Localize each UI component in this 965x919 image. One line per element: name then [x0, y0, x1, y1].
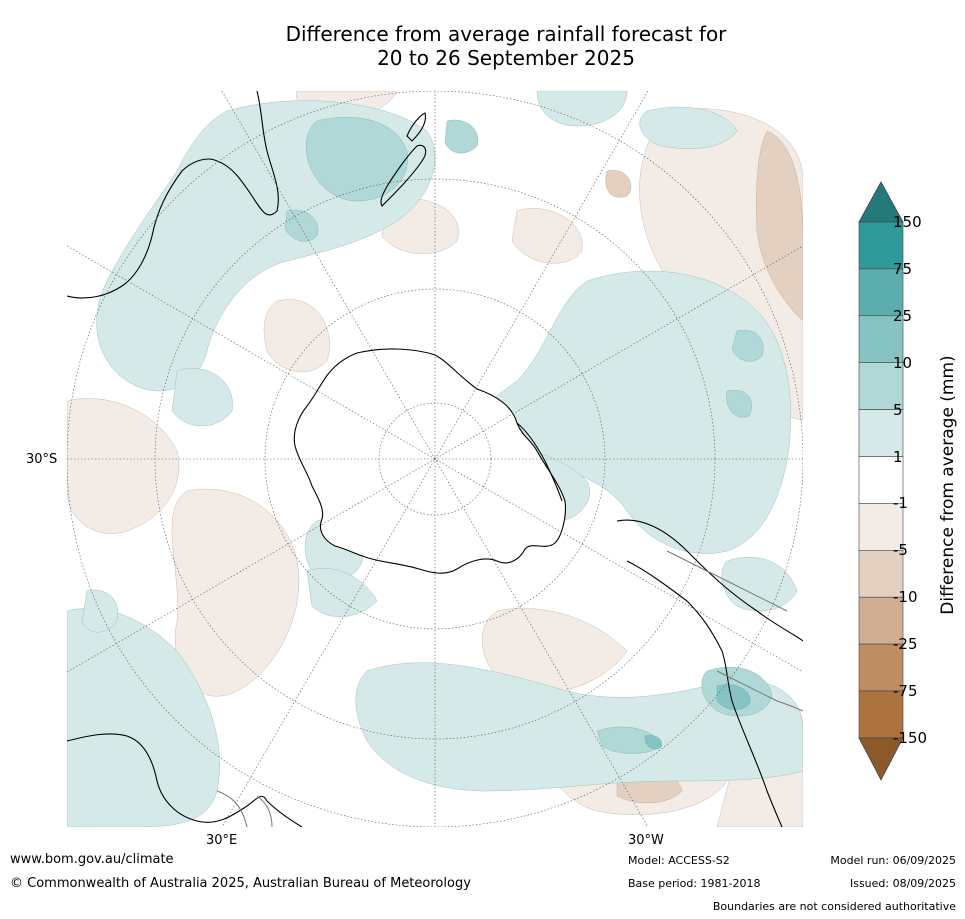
legend-bin — [858, 315, 904, 364]
antarctic-peninsula — [516, 422, 563, 502]
title-line-2: 20 to 26 September 2025 — [377, 46, 635, 70]
lat-label-30s: 30°S — [26, 452, 58, 467]
title-line-1: Difference from average rainfall forecas… — [285, 22, 727, 46]
base-period: Base period: 1981-2018 — [628, 877, 761, 890]
country-borders — [666, 550, 803, 712]
legend-bin — [858, 409, 904, 457]
legend-tick-label: 25 — [893, 306, 913, 325]
legend-bin — [858, 362, 904, 410]
rainfall-map — [67, 91, 803, 827]
legend-arrow-bottom — [858, 737, 904, 781]
legend-tick-label: 150 — [893, 213, 922, 231]
southern-africa-coastline — [67, 733, 303, 827]
legend-bin — [858, 456, 904, 504]
legend-tick-label: -150 — [893, 728, 928, 747]
map-title: Difference from average rainfall forecas… — [0, 22, 965, 70]
legend-tick-label: -25 — [893, 635, 918, 654]
australia-coastline — [67, 91, 279, 299]
graticule — [67, 91, 803, 827]
legend-colorbar — [858, 181, 904, 781]
new-zealand-coastline — [380, 144, 427, 207]
legend-tick-label: -5 — [893, 541, 908, 560]
legend-bin — [858, 503, 904, 551]
disclaimer: Boundaries are not considered authoritat… — [712, 900, 956, 913]
legend-bin — [858, 221, 904, 270]
legend-tick-label: 5 — [893, 400, 903, 419]
south-america-coastline — [616, 519, 803, 642]
legend-tick-label: 10 — [893, 353, 913, 372]
legend-title: Difference from average (mm) — [938, 355, 958, 615]
website-link[interactable]: www.bom.gov.au/climate — [10, 852, 174, 867]
new-zealand-north — [406, 112, 426, 142]
lon-label-30e: 30°E — [206, 833, 238, 848]
copyright-text: © Commonwealth of Australia 2025, Austra… — [10, 876, 471, 891]
legend-tick-label: -75 — [893, 682, 918, 700]
south-america-east — [626, 560, 783, 827]
model-name: Model: ACCESS-S2 — [628, 854, 730, 867]
wet-anomaly-very-strong — [644, 684, 751, 750]
wet-anomaly-strong — [284, 117, 773, 754]
legend-tick-label: -1 — [893, 494, 908, 513]
legend-tick-label: -10 — [893, 588, 918, 607]
legend-bin — [858, 596, 904, 645]
legend-bin — [858, 643, 904, 692]
antarctica-coastline — [293, 348, 566, 574]
legend-tick-label: 1 — [893, 447, 903, 466]
model-run-date: Model run: 06/09/2025 — [830, 854, 956, 867]
issued-date: Issued: 08/09/2025 — [849, 877, 956, 890]
legend-tick-label: 75 — [893, 259, 913, 278]
lon-label-30w: 30°W — [628, 833, 664, 848]
